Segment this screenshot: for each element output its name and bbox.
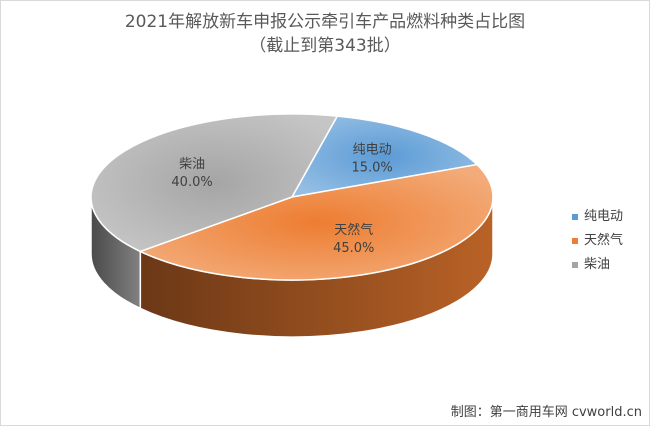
pie-slice-1 (138, 163, 494, 281)
slice-value-label: 40.0% (171, 175, 212, 190)
slice-value-label: 15.0% (351, 161, 392, 176)
legend-label: 柴油 (584, 257, 611, 272)
slice-value-label: 45.0% (333, 241, 374, 256)
chart-subtitle: （截止到第343批） (249, 36, 401, 56)
slice-label: 天然气 (334, 222, 373, 238)
chart-title: 2021年解放新车申报公示牵引车产品燃料种类占比图 (124, 12, 526, 32)
chart-legend: 纯电动 天然气 柴油 (572, 205, 623, 277)
legend-item: 纯电动 (572, 205, 623, 229)
chart-title-block: 2021年解放新车申报公示牵引车产品燃料种类占比图 （截止到第343批） (0, 10, 650, 58)
legend-swatch (572, 261, 578, 268)
pie-slice-2 (90, 113, 339, 253)
source-credit: 制图：第一商用车网 cvworld.cn (450, 405, 642, 420)
legend-item: 柴油 (572, 253, 623, 277)
legend-item: 天然气 (572, 229, 623, 253)
slice-label: 柴油 (179, 157, 205, 172)
pie-slice-0 (290, 115, 479, 199)
legend-label: 纯电动 (584, 209, 624, 224)
legend-label: 天然气 (584, 233, 624, 248)
legend-swatch (572, 237, 578, 244)
slice-label: 纯电动 (353, 143, 392, 158)
legend-swatch (572, 213, 578, 220)
